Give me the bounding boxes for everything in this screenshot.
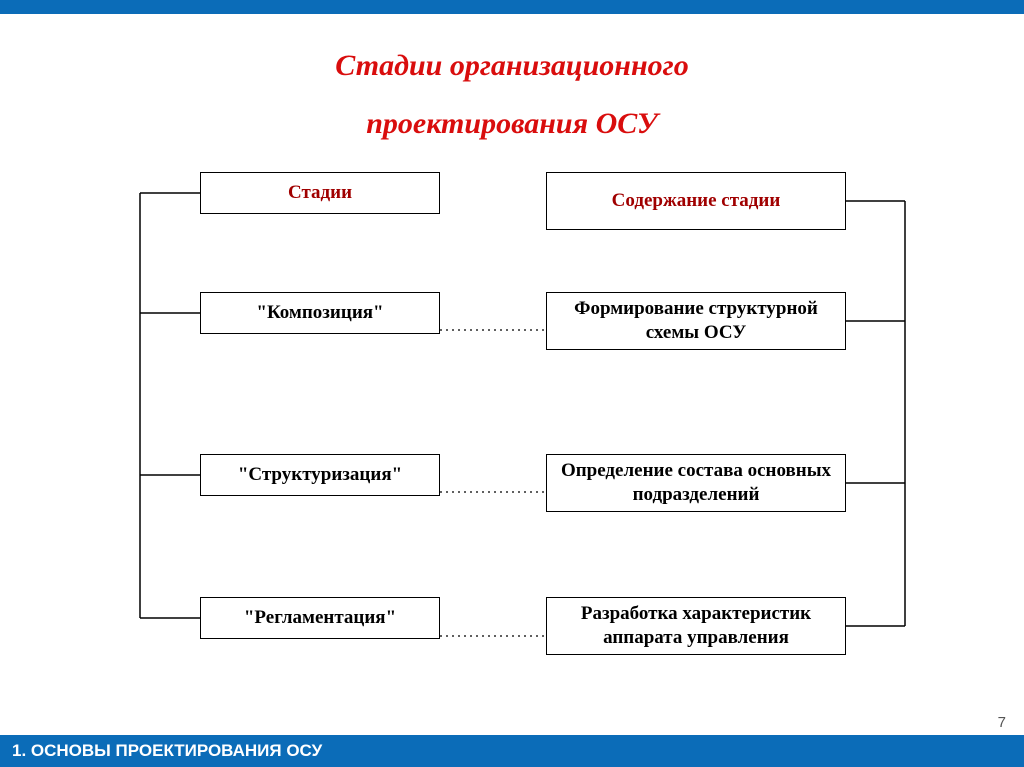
footer-bar: 1. ОСНОВЫ ПРОЕКТИРОВАНИЯ ОСУ bbox=[0, 735, 1024, 767]
content-label: Формирование структурной схемы ОСУ bbox=[555, 297, 837, 345]
stage-label: "Структуризация" bbox=[238, 463, 402, 487]
page-number: 7 bbox=[998, 714, 1006, 731]
footer-text: 1. ОСНОВЫ ПРОЕКТИРОВАНИЯ ОСУ bbox=[12, 741, 322, 761]
stage-label: "Регламентация" bbox=[244, 606, 396, 630]
content-box-3: Разработка характеристик аппарата управл… bbox=[546, 597, 846, 655]
stage-label: "Композиция" bbox=[256, 301, 383, 325]
stage-box-composition: "Композиция" bbox=[200, 292, 440, 334]
stages-header-label: Стадии bbox=[288, 181, 352, 205]
stages-header-box: Стадии bbox=[200, 172, 440, 214]
page-title-line1: Стадии организационного bbox=[0, 42, 1024, 90]
content-box-2: Определение состава основных подразделен… bbox=[546, 454, 846, 512]
content-label: Разработка характеристик аппарата управл… bbox=[555, 602, 837, 650]
stage-box-structuring: "Структуризация" bbox=[200, 454, 440, 496]
page-title-line2: проектирования ОСУ bbox=[0, 100, 1024, 148]
content-box-1: Формирование структурной схемы ОСУ bbox=[546, 292, 846, 350]
content-header-label: Содержание стадии bbox=[612, 189, 781, 213]
stage-box-reglamentation: "Регламентация" bbox=[200, 597, 440, 639]
top-accent-bar bbox=[0, 0, 1024, 14]
content-label: Определение состава основных подразделен… bbox=[555, 459, 837, 507]
content-header-box: Содержание стадии bbox=[546, 172, 846, 230]
